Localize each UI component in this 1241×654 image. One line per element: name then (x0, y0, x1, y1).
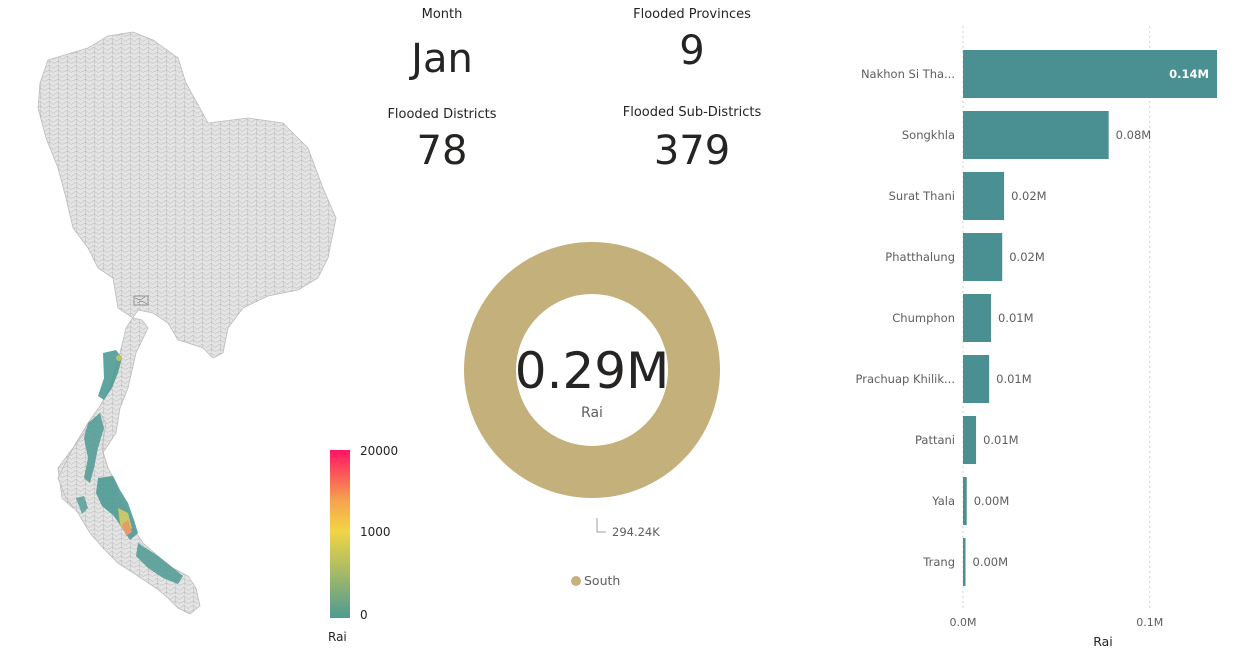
bar-3[interactable] (963, 233, 1003, 281)
bar-7[interactable] (963, 477, 967, 525)
map-legend-mid: 1000 (360, 525, 391, 539)
map-district-borders (38, 32, 336, 508)
kpi-provinces-value: 9 (679, 28, 705, 74)
bar-category-label: Trang (922, 555, 955, 569)
kpi-month-value: Jan (411, 36, 473, 82)
bar-category-label: Nakhon Si Tha... (861, 67, 955, 81)
donut-legend-label[interactable]: South (584, 573, 620, 588)
donut-slice-south[interactable] (464, 242, 720, 498)
bar-data-label: 0.01M (998, 311, 1034, 325)
bar-6[interactable] (963, 416, 977, 464)
bar-data-label: 0.08M (1116, 128, 1152, 142)
map-legend-max: 20000 (360, 444, 399, 458)
bar-4[interactable] (963, 294, 992, 342)
bar-1[interactable] (963, 111, 1109, 159)
kpi-provinces-label: Flooded Provinces (633, 7, 751, 22)
bar-chart-svg: Nakhon Si Tha... 0.14M Songkhla 0.08M Surat … (856, 26, 1217, 649)
map-svg (37, 31, 337, 615)
bar-data-label: 0.01M (983, 433, 1019, 447)
map-legend-gradient (330, 450, 350, 618)
bar-data-label: 0.02M (1009, 250, 1045, 264)
map-legend-min: 0 (360, 608, 368, 622)
bar-category-label: Prachuap Khilik... (856, 372, 955, 386)
donut-leader-line (596, 518, 606, 533)
bar-data-label: 0.02M (1011, 189, 1047, 203)
bar-category-label: Pattani (915, 433, 955, 447)
map-flooded-districts[interactable] (76, 350, 183, 584)
bar-data-label: 0.00M (973, 555, 1009, 569)
bar-chart[interactable]: Nakhon Si Tha... 0.14M Songkhla 0.08M Surat … (850, 18, 1230, 650)
kpi-month-label: Month (421, 7, 463, 22)
bar-category-label: Chumphon (892, 311, 955, 325)
kpi-districts-value: 78 (416, 128, 468, 174)
bar-category-label: Surat Thani (889, 189, 955, 203)
map-legend-title: Rai (328, 630, 347, 644)
bar-0[interactable] (963, 50, 1217, 98)
map-bangkok-cluster (133, 295, 149, 306)
map-legend: 20000 1000 0 Rai (328, 444, 420, 650)
bar-2[interactable] (963, 172, 1005, 220)
kpi-subdistricts-label: Flooded Sub-Districts (622, 105, 762, 120)
donut-legend-dot (571, 576, 581, 586)
bar-category-label: Phatthalung (885, 250, 955, 264)
bar-category-label: Yala (931, 494, 955, 508)
kpi-districts-label: Flooded Districts (387, 107, 497, 122)
choropleth-map[interactable] (18, 28, 348, 618)
donut-data-label: 294.24K (612, 525, 660, 539)
bar-x-tick-label: 0.1M (1136, 616, 1163, 629)
donut-svg: 0.29M Rai 294.24K South (464, 242, 720, 588)
donut-chart[interactable]: 0.29M Rai 294.24K South (440, 222, 740, 602)
bar-category-label: Songkhla (902, 128, 955, 142)
donut-center-label: Rai (581, 405, 603, 421)
bar-8[interactable] (963, 538, 966, 586)
bar-data-label: 0.14M (1169, 67, 1209, 81)
kpi-subdistricts-value: 379 (653, 128, 731, 174)
bar-data-label: 0.00M (974, 494, 1010, 508)
bar-data-label: 0.01M (996, 372, 1032, 386)
bar-x-tick-label: 0.0M (950, 616, 977, 629)
donut-center-value: 0.29M (515, 342, 669, 400)
bar-5[interactable] (963, 355, 990, 403)
bar-x-axis-title: Rai (1093, 634, 1113, 649)
